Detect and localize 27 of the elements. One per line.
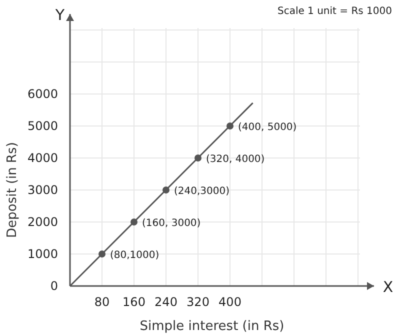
y-tick-label: 0 (50, 279, 58, 293)
y-tick-label: 3000 (27, 183, 58, 197)
y-axis-title: Deposit (in Rs) (5, 142, 20, 238)
x-tick-label: 240 (154, 295, 178, 309)
y-tick-label: 5000 (27, 119, 58, 133)
annotation: (400, 5000) (238, 122, 297, 133)
annotation: (320, 4000) (206, 154, 265, 165)
point (162, 186, 170, 194)
x-tick-label: 320 (186, 295, 210, 309)
y-tick-label: 1000 (27, 247, 58, 261)
y-tick-label: 6000 (27, 87, 58, 101)
annotation: (80,1000) (110, 250, 160, 261)
point (98, 250, 106, 258)
x-tick-label: 80 (94, 295, 110, 309)
x-tick-label: 160 (122, 295, 146, 309)
x-axis-title: Simple interest (in Rs) (140, 319, 284, 334)
y-tick-label: 2000 (27, 215, 58, 229)
x-tick-label: 400 (218, 295, 242, 309)
point (194, 154, 202, 162)
point (226, 122, 234, 130)
y-tick-label: 4000 (27, 151, 58, 165)
point (130, 218, 138, 226)
annotation: Scale 1 unit = Rs 1000 (277, 6, 392, 17)
text: Y (54, 6, 66, 24)
text: X (382, 278, 394, 296)
annotation: (240,3000) (174, 186, 230, 197)
annotation: (160, 3000) (142, 218, 201, 229)
